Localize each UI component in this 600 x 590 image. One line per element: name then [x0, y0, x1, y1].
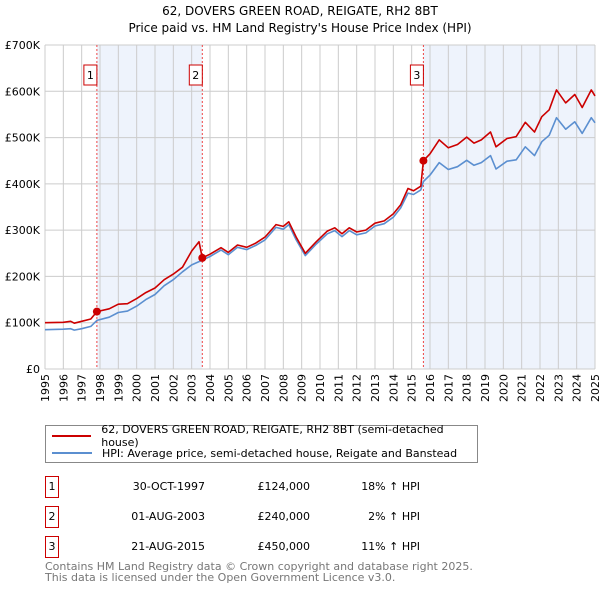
sale-marker-number: 2 [192, 69, 199, 82]
legend-item-property: 62, DOVERS GREEN ROAD, REIGATE, RH2 8BT … [52, 423, 477, 449]
sale-marker: 2 [45, 506, 59, 528]
x-tick-label: 2024 [571, 374, 584, 402]
x-tick-label: 1995 [39, 374, 52, 402]
property-series-line [44, 89, 596, 324]
y-tick-label: £200K [5, 270, 41, 283]
x-tick-label: 2025 [589, 374, 600, 402]
sale-row: 3 21-AUG-2015 £450,000 11% ↑ HPI [45, 536, 545, 558]
x-tick-label: 2016 [424, 374, 437, 402]
x-tick-label: 2009 [296, 374, 309, 402]
sale-point [198, 253, 207, 262]
x-tick-label: 2017 [442, 374, 455, 402]
sale-marker-box [409, 64, 424, 86]
legend-label: HPI: Average price, semi-detached house,… [102, 446, 458, 460]
chart-title: 62, DOVERS GREEN ROAD, REIGATE, RH2 8BT [162, 4, 438, 18]
y-tick-label: £500K [5, 132, 41, 145]
sale-marker-box [83, 64, 98, 86]
sale-date: 30-OCT-1997 [132, 480, 205, 493]
sale-hpi: 2% ↑ HPI [364, 510, 420, 523]
footer-copyright: Contains HM Land Registry data © Crown c… [45, 560, 473, 573]
legend-label: 62, DOVERS GREEN ROAD, REIGATE, RH2 8BT … [101, 423, 444, 449]
x-tick-label: 2023 [552, 374, 565, 402]
x-tick-label: 2014 [387, 374, 400, 402]
sale-date: 21-AUG-2015 [131, 540, 205, 553]
x-tick-label: 1998 [94, 374, 107, 402]
sale-point [419, 156, 428, 165]
x-tick-label: 1999 [112, 374, 125, 402]
x-tick-label: 2005 [222, 374, 235, 402]
x-tick-label: 2007 [259, 374, 272, 402]
y-tick-label: £400K [5, 178, 41, 191]
x-tick-label: 2008 [277, 374, 290, 402]
sale-date: 01-AUG-2003 [131, 510, 205, 523]
chart-legend: 62, DOVERS GREEN ROAD, REIGATE, RH2 8BT … [45, 423, 478, 463]
x-tick-label: 2018 [461, 374, 474, 402]
x-tick-label: 2015 [406, 374, 419, 402]
shaded-period [96, 45, 203, 369]
sale-row: 2 01-AUG-2003 £240,000 2% ↑ HPI [45, 506, 545, 528]
x-tick-label: 2006 [241, 374, 254, 402]
footer-licence: This data is licensed under the Open Gov… [45, 571, 396, 584]
sale-marker-box [188, 64, 203, 86]
x-tick-label: 2012 [351, 374, 364, 402]
x-tick-label: 2020 [497, 374, 510, 402]
y-tick-label: £700K [5, 39, 41, 52]
x-tick-label: 1997 [76, 374, 89, 402]
sale-marker: 3 [45, 536, 59, 558]
x-tick-label: 2010 [314, 374, 327, 402]
chart-subtitle: Price paid vs. HM Land Registry's House … [128, 21, 471, 35]
x-tick-label: 2019 [479, 374, 492, 402]
legend-swatch-red [52, 435, 92, 437]
legend-item-hpi: HPI: Average price, semi-detached house,… [52, 445, 457, 461]
sale-marker: 1 [45, 476, 59, 498]
sale-marker-number: 1 [87, 69, 94, 82]
footer: Contains HM Land Registry data © Crown c… [45, 561, 473, 583]
legend-swatch-blue [52, 452, 92, 454]
x-tick-label: 2003 [186, 374, 199, 402]
x-tick-label: 2002 [167, 374, 180, 402]
x-tick-label: 2004 [204, 374, 217, 402]
price-chart: 62, DOVERS GREEN ROAD, REIGATE, RH2 8BT … [5, 4, 600, 402]
x-tick-label: 1996 [57, 374, 70, 402]
y-tick-label: £0 [26, 363, 40, 376]
x-tick-label: 2000 [131, 374, 144, 402]
sale-price: £240,000 [257, 510, 311, 523]
y-tick-label: £100K [5, 317, 41, 330]
x-tick-label: 2013 [369, 374, 382, 402]
sale-point [92, 307, 101, 316]
sale-row: 1 30-OCT-1997 £124,000 18% ↑ HPI [45, 476, 545, 498]
x-tick-label: 2021 [516, 374, 529, 402]
y-tick-label: £600K [5, 85, 41, 98]
shaded-period [423, 45, 595, 369]
x-tick-label: 2011 [332, 374, 345, 402]
sale-price: £450,000 [257, 540, 311, 553]
hpi-series-line [44, 116, 596, 331]
y-tick-label: £300K [5, 224, 41, 237]
sale-hpi: 11% ↑ HPI [361, 540, 420, 553]
x-tick-label: 2001 [149, 374, 162, 402]
x-tick-label: 2022 [534, 374, 547, 402]
sale-price: £124,000 [257, 480, 311, 493]
sale-marker-number: 3 [413, 69, 420, 82]
sale-hpi: 18% ↑ HPI [361, 480, 420, 493]
